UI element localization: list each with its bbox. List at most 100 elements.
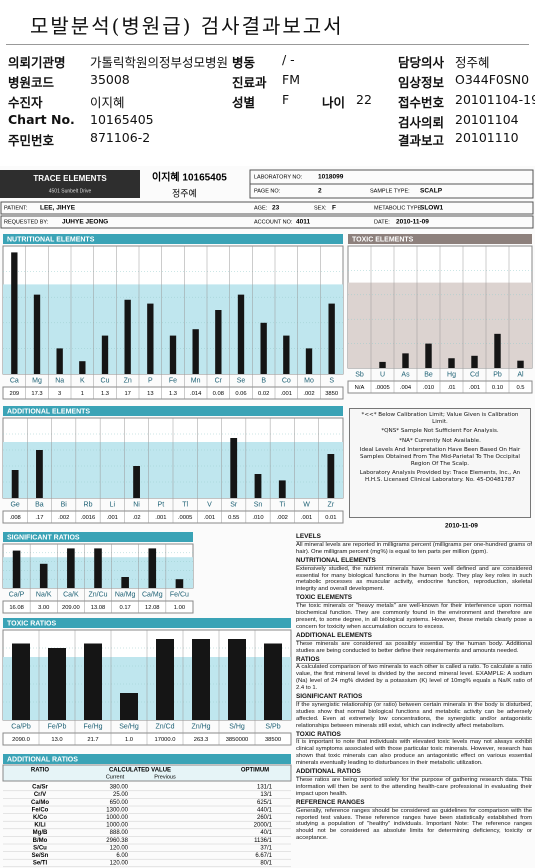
date-stamp: 2010-11-09	[445, 523, 478, 530]
ratio-optimum: 40/1	[260, 830, 272, 836]
element-value: 0.06	[235, 391, 246, 397]
element-value: 0.10	[492, 385, 503, 391]
chart-title: SIGNIFICANT RATIOS	[7, 534, 80, 541]
section-text: All mineral levels are reported in milli…	[296, 541, 532, 555]
bar	[283, 335, 290, 374]
ratio-optimum: 37/1	[260, 845, 272, 851]
element-value: 12.08	[145, 605, 160, 611]
scanned-report: TRACE ELEMENTS 4501 Sunbelt Drive 이지혜 1016…	[0, 166, 535, 868]
section-text: These ratios are being reported solely f…	[296, 777, 532, 797]
element-value: 13.0	[51, 737, 62, 743]
element-value: .0005	[178, 515, 193, 521]
bar	[328, 303, 335, 374]
bar	[305, 348, 313, 374]
element-label: Hg	[447, 371, 456, 378]
patient-value: 2010-11-09	[396, 219, 429, 226]
bar	[120, 693, 138, 720]
bar	[254, 474, 262, 498]
bar	[84, 643, 102, 720]
element-label: V	[207, 501, 212, 508]
element-label: Co	[282, 377, 291, 384]
lab-label: SAMPLE TYPE:	[370, 188, 410, 194]
field-label: 임상정보	[398, 75, 445, 90]
element-value: 0.02	[258, 391, 269, 397]
logo: TRACE ELEMENTS	[33, 174, 107, 183]
element-label: Be	[424, 371, 433, 378]
table-header: CALCULATED VALUE	[109, 768, 171, 774]
element-value: 17000.0	[155, 737, 176, 743]
patient-value: 23	[272, 205, 280, 212]
bar	[228, 639, 246, 720]
ratio-name: Mg/B	[33, 830, 48, 836]
element-label: Ca/P	[9, 591, 25, 598]
element-label: S/Hg	[229, 723, 245, 730]
value-row	[2, 600, 194, 614]
ratio-current: 6.00	[116, 853, 128, 859]
element-value: 1	[81, 391, 84, 397]
element-label: Zr	[328, 501, 335, 508]
element-label: Na/Mg	[115, 591, 136, 598]
element-value: 3	[58, 391, 61, 397]
element-label: Fe/Hg	[83, 723, 102, 730]
patient-value: F	[332, 205, 336, 212]
patient-value: SLOW1	[420, 205, 443, 212]
field-label: 담당의사	[398, 55, 445, 70]
patient-label: REQUESTED BY:	[4, 219, 49, 225]
element-value: .0005	[375, 385, 390, 391]
chart-head	[3, 406, 343, 416]
field-value: FM	[282, 72, 300, 87]
stamp-doctor: 정주예	[172, 188, 197, 198]
element-label: Na	[55, 377, 64, 384]
ratio-current: 2960.38	[106, 838, 128, 844]
element-value: 16.08	[9, 605, 24, 611]
field-value: 20101104	[455, 112, 519, 127]
bar	[448, 358, 455, 368]
ratio-current: 120.00	[110, 845, 129, 851]
element-label: Cu	[101, 377, 110, 384]
ratio-current: 380.00	[110, 785, 129, 791]
element-label: Tl	[182, 501, 188, 508]
bar	[36, 450, 43, 498]
ratio-name: K/Co	[33, 815, 47, 821]
element-value: .001	[204, 515, 215, 521]
field-value: 정주혜	[455, 55, 490, 70]
element-value: .001	[469, 385, 480, 391]
table-header: RATIO	[31, 768, 50, 774]
chart-head	[3, 234, 343, 244]
bar	[94, 548, 102, 588]
field-label: 수진자	[8, 95, 43, 110]
chart-title: ADDITIONAL ELEMENTS	[7, 408, 90, 415]
element-value: 0.17	[119, 605, 130, 611]
element-label: U	[380, 371, 385, 378]
element-label: W	[303, 501, 310, 508]
chart-head	[348, 234, 532, 244]
element-value: 1.3	[101, 391, 109, 397]
element-label: Sb	[355, 371, 364, 378]
bar	[237, 294, 245, 374]
element-value: .002	[303, 391, 314, 397]
element-label: Rb	[84, 501, 93, 508]
field-value: / -	[282, 52, 295, 67]
element-label: P	[148, 377, 153, 384]
bar	[278, 480, 286, 498]
section-heading: LEVELS	[296, 533, 532, 542]
element-value: .0016	[81, 515, 96, 521]
bar	[471, 355, 478, 368]
field-value: 871106-2	[90, 130, 151, 145]
field-value: 가톨릭학원의정부성모병원	[90, 55, 229, 70]
bar	[67, 548, 75, 588]
bar	[101, 335, 109, 374]
element-label: Bi	[61, 501, 68, 508]
chart-head	[3, 754, 291, 764]
rule	[6, 44, 529, 45]
element-label: S/Pb	[265, 723, 280, 730]
logo-address: 4501 Sunbelt Drive	[49, 188, 92, 194]
bar	[425, 343, 432, 368]
bar	[215, 310, 222, 374]
element-value: 3.00	[38, 605, 49, 611]
logo-box	[0, 170, 140, 198]
element-label: Zn/Cu	[88, 591, 107, 598]
section-text: It is important to note that individuals…	[296, 739, 532, 767]
bar	[192, 329, 199, 374]
field-label: Chart No.	[8, 112, 75, 127]
